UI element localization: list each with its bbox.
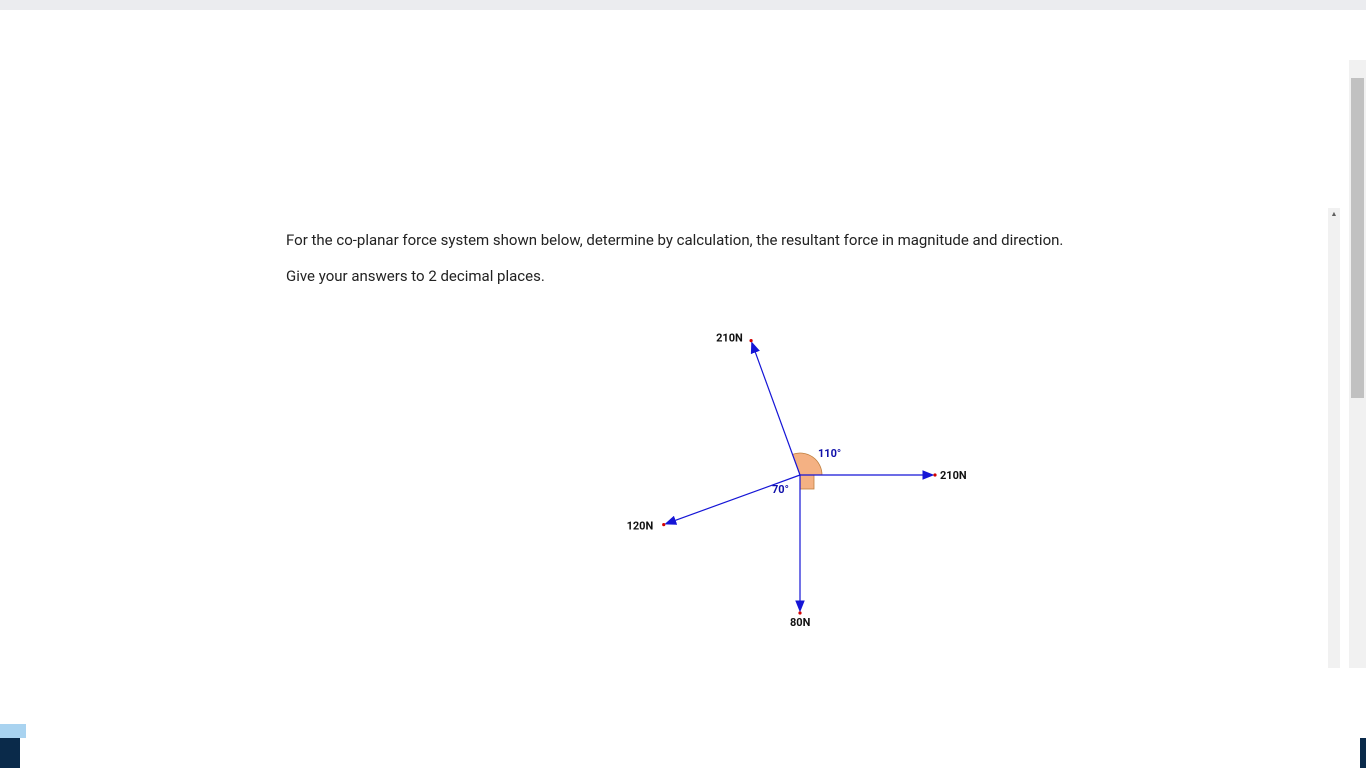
force-endpoint-3 — [798, 611, 801, 614]
question-line-1: For the co-planar force system shown bel… — [286, 230, 1063, 251]
outer-scrollbar-thumb[interactable] — [1351, 78, 1364, 398]
angle-label-110: 110° — [818, 447, 841, 460]
force-diagram: 210N 210N 120N 80N 110° 70° — [550, 320, 1050, 640]
outer-scrollbar-track[interactable] — [1349, 60, 1366, 668]
force-vector-1 — [752, 343, 800, 475]
inner-scrollbar-track[interactable]: ▲ — [1328, 208, 1340, 668]
force-endpoint-2 — [662, 523, 665, 526]
force-label-0: 210N — [940, 469, 967, 482]
bottom-right-accent — [1360, 738, 1366, 768]
top-tab-bar — [0, 0, 1366, 10]
force-endpoint-1 — [749, 339, 752, 342]
force-endpoint-0 — [933, 473, 936, 476]
bottom-left-accent — [0, 738, 20, 768]
question-line-2: Give your answers to 2 decimal places. — [286, 266, 545, 287]
bottom-left-accent-light — [0, 724, 26, 738]
angle-label-70: 70° — [772, 483, 789, 496]
inner-scrollbar-up-arrow[interactable]: ▲ — [1328, 208, 1340, 220]
force-label-3: 80N — [790, 616, 811, 629]
force-label-1: 210N — [716, 331, 743, 344]
right-angle-box — [800, 475, 814, 489]
force-label-2: 120N — [627, 520, 654, 533]
